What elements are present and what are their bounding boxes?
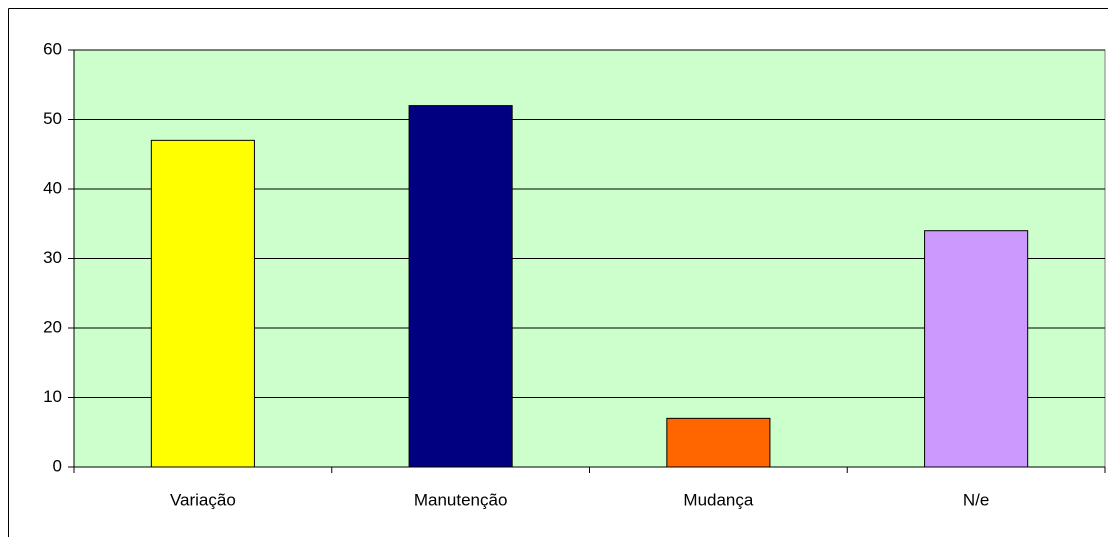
- x-tick-label: Variação: [170, 490, 236, 509]
- y-tick-label: 50: [43, 109, 62, 128]
- bar: [150, 139, 255, 468]
- y-tick-label: 0: [53, 456, 62, 475]
- y-tick-label: 20: [43, 317, 62, 336]
- x-tick-label: N/e: [963, 490, 989, 509]
- y-tick-label: 30: [43, 248, 62, 267]
- x-tick-label: Mudança: [683, 490, 753, 509]
- y-tick-label: 40: [43, 178, 62, 197]
- bar: [666, 417, 771, 468]
- bar: [408, 105, 513, 468]
- bar: [924, 230, 1029, 468]
- y-tick-label: 60: [43, 39, 62, 58]
- x-tick-label: Manutenção: [414, 490, 508, 509]
- y-tick-label: 10: [43, 387, 62, 406]
